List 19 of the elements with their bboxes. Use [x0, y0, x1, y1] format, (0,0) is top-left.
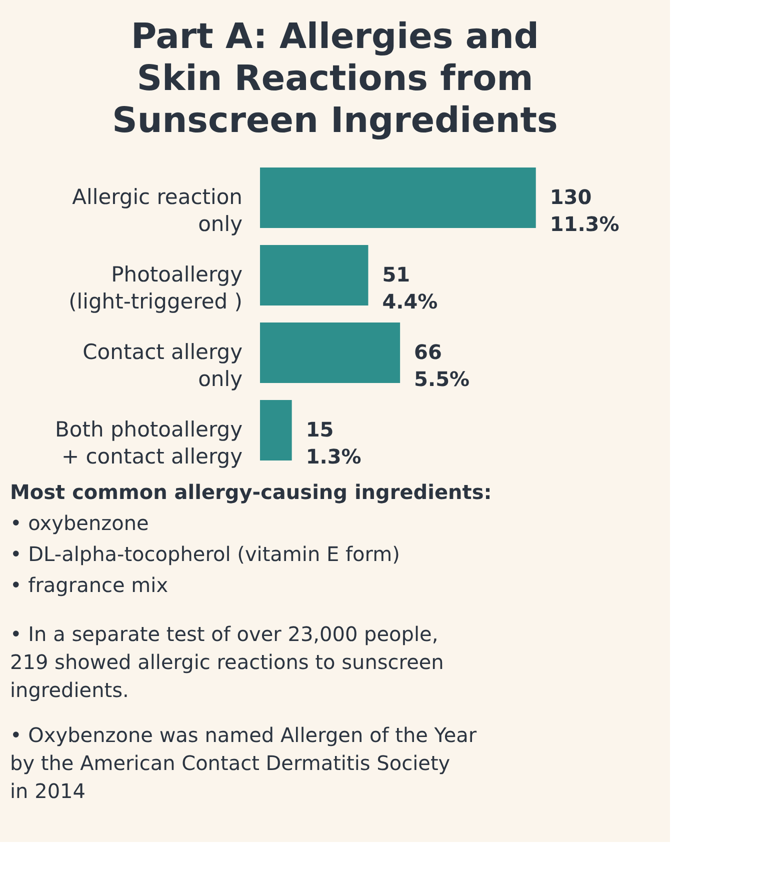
bar — [260, 168, 536, 228]
bar — [260, 245, 368, 306]
annotation: Most common allergy-causing ingredients: — [10, 480, 492, 504]
text: • DL-alpha-tocopherol (vitamin E form) — [10, 542, 400, 566]
text: • In a separate test of over 23,000 people, 219 showed allergic reactions to sunscreen ingredients. — [10, 622, 444, 702]
y-tick-label: Allergic reaction only — [72, 184, 242, 236]
data-label: 130 11.3% — [550, 184, 620, 236]
y-tick-label: Photoallergy (light-triggered ) — [68, 262, 242, 314]
data-label: 66 5.5% — [414, 340, 470, 391]
data-label: 15 1.3% — [306, 417, 362, 468]
bar — [260, 322, 400, 383]
data-label: 51 4.4% — [382, 262, 438, 314]
text: • oxybenzone — [10, 511, 149, 535]
chart-title: Part A: Allergies and Skin Reactions from Sunscreen Ingredients — [112, 17, 558, 141]
text: • Oxybenzone was named Allergen of the Year by the American Contact Dermatitis Society in 2014 — [10, 723, 478, 803]
y-tick-label: Contact allergy only — [82, 340, 242, 391]
text: • fragrance mix — [10, 573, 168, 597]
bar — [260, 400, 292, 460]
y-tick-label: Both photoallergy + contact allergy — [54, 417, 242, 468]
